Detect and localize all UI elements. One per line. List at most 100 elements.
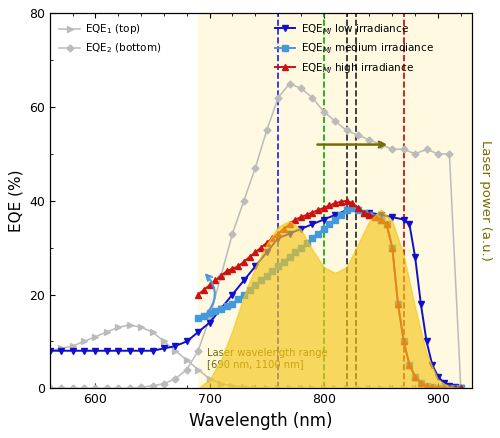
EQE$_1$ (top) (264, 385, 270, 391)
EQE$_{MJ}$ low irradiance (458, 385, 464, 391)
EQE$_2$ (bottom) (321, 109, 327, 114)
EQE$_{MJ}$ high irradiance (384, 222, 390, 227)
EQE$_{MJ}$ medium irradiance (235, 297, 241, 302)
EQE$_{MJ}$ high irradiance (235, 264, 241, 269)
EQE$_2$ (bottom) (252, 166, 258, 171)
EQE$_{MJ}$ medium irradiance (281, 259, 287, 265)
EQE$_2$ (bottom) (138, 385, 144, 390)
EQE$_{MJ}$ high irradiance (458, 385, 464, 391)
EQE$_{MJ}$ medium irradiance (246, 287, 252, 293)
EQE$_{MJ}$ high irradiance (446, 385, 452, 391)
EQE$_{MJ}$ low irradiance (126, 348, 132, 353)
EQE$_2$ (bottom) (446, 151, 452, 156)
EQE$_{MJ}$ high irradiance (424, 383, 430, 389)
EQE$_1$ (top) (378, 385, 384, 391)
EQE$_1$ (top) (46, 348, 52, 353)
EQE$_1$ (top) (344, 385, 349, 391)
EQE$_1$ (top) (92, 334, 98, 339)
EQE$_2$ (bottom) (400, 147, 406, 152)
EQE$_{MJ}$ high irradiance (321, 205, 327, 210)
EQE$_{MJ}$ low irradiance (252, 264, 258, 269)
EQE$_{MJ}$ high irradiance (224, 268, 230, 274)
EQE$_1$ (top) (286, 385, 292, 391)
EQE$_{MJ}$ medium irradiance (360, 210, 366, 215)
Line: EQE$_{MJ}$ high irradiance: EQE$_{MJ}$ high irradiance (194, 198, 464, 392)
EQE$_{MJ}$ medium irradiance (390, 245, 396, 250)
EQE$_{MJ}$ medium irradiance (304, 240, 310, 246)
EQE$_{MJ}$ medium irradiance (384, 222, 390, 227)
EQE$_{MJ}$ high irradiance (195, 292, 201, 297)
EQE$_2$ (bottom) (150, 383, 156, 389)
EQE$_{MJ}$ medium irradiance (440, 385, 446, 391)
EQE$_{MJ}$ low irradiance (424, 339, 430, 344)
EQE$_{MJ}$ low irradiance (435, 374, 441, 379)
EQE$_{MJ}$ medium irradiance (395, 301, 401, 307)
EQE$_{MJ}$ low irradiance (195, 329, 201, 335)
EQE$_{MJ}$ low irradiance (286, 231, 292, 236)
EQE$_{MJ}$ high irradiance (440, 385, 446, 391)
EQE$_2$ (bottom) (230, 231, 235, 236)
EQE$_{MJ}$ high irradiance (246, 254, 252, 260)
X-axis label: Wavelength (nm): Wavelength (nm) (189, 412, 332, 430)
EQE$_{MJ}$ medium irradiance (270, 268, 276, 274)
EQE$_2$ (bottom) (195, 348, 201, 353)
EQE$_{MJ}$ high irradiance (298, 215, 304, 220)
EQE$_{MJ}$ low irradiance (218, 306, 224, 311)
EQE$_{MJ}$ medium irradiance (430, 385, 436, 390)
EQE$_{MJ}$ medium irradiance (264, 273, 270, 279)
EQE$_{MJ}$ medium irradiance (292, 250, 298, 255)
EQE$_2$ (bottom) (46, 385, 52, 391)
EQE$_{MJ}$ medium irradiance (212, 308, 218, 314)
Bar (198, 13, 472, 388)
EQE$_{MJ}$ low irradiance (70, 348, 75, 353)
EQE$_1$ (top) (138, 325, 144, 330)
EQE$_{MJ}$ medium irradiance (355, 208, 361, 213)
EQE$_{MJ}$ low irradiance (241, 278, 247, 283)
EQE$_2$ (bottom) (390, 147, 396, 152)
EQE$_{MJ}$ medium irradiance (372, 215, 378, 220)
EQE$_{MJ}$ high irradiance (270, 236, 276, 241)
EQE$_{MJ}$ low irradiance (264, 250, 270, 255)
EQE$_{MJ}$ low irradiance (418, 301, 424, 307)
EQE$_{MJ}$ medium irradiance (424, 383, 430, 389)
Y-axis label: Laser power (a.u.): Laser power (a.u.) (478, 140, 492, 261)
EQE$_{MJ}$ low irradiance (298, 226, 304, 232)
EQE$_{MJ}$ high irradiance (395, 301, 401, 307)
EQE$_{MJ}$ low irradiance (150, 348, 156, 353)
EQE$_1$ (top) (230, 383, 235, 389)
EQE$_1$ (top) (161, 339, 167, 344)
EQE$_{MJ}$ low irradiance (321, 217, 327, 222)
EQE$_{MJ}$ medium irradiance (275, 264, 281, 269)
EQE$_1$ (top) (104, 329, 110, 335)
EQE$_{MJ}$ high irradiance (332, 201, 338, 206)
EQE$_2$ (bottom) (206, 315, 212, 321)
EQE$_{MJ}$ low irradiance (58, 348, 64, 353)
EQE$_{MJ}$ high irradiance (304, 212, 310, 218)
EQE$_{MJ}$ high irradiance (390, 245, 396, 250)
EQE$_1$ (top) (195, 367, 201, 372)
EQE$_1$ (top) (218, 381, 224, 386)
EQE$_{MJ}$ medium irradiance (321, 226, 327, 232)
EQE$_2$ (bottom) (298, 86, 304, 91)
EQE$_2$ (bottom) (241, 198, 247, 203)
EQE$_{MJ}$ medium irradiance (224, 304, 230, 309)
EQE$_{MJ}$ low irradiance (390, 215, 396, 220)
EQE$_{MJ}$ high irradiance (286, 222, 292, 227)
EQE$_1$ (top) (435, 385, 441, 391)
Line: EQE$_2$ (bottom): EQE$_2$ (bottom) (48, 81, 463, 391)
EQE$_{MJ}$ medium irradiance (218, 306, 224, 311)
EQE$_{MJ}$ low irradiance (310, 222, 316, 227)
EQE$_1$ (top) (366, 385, 372, 391)
EQE$_{MJ}$ low irradiance (452, 385, 458, 390)
Text: Laser wavelength range
[690 nm, 1100 nm]: Laser wavelength range [690 nm, 1100 nm] (208, 348, 328, 370)
EQE$_{MJ}$ medium irradiance (338, 212, 344, 218)
EQE$_{MJ}$ medium irradiance (298, 245, 304, 250)
EQE$_1$ (top) (446, 385, 452, 391)
EQE$_{MJ}$ medium irradiance (378, 217, 384, 222)
EQE$_{MJ}$ high irradiance (350, 201, 356, 206)
EQE$_1$ (top) (424, 385, 430, 391)
EQE$_{MJ}$ high irradiance (372, 215, 378, 220)
EQE$_{MJ}$ medium irradiance (326, 222, 332, 227)
EQE$_2$ (bottom) (116, 385, 121, 391)
EQE$_{MJ}$ high irradiance (406, 362, 412, 367)
